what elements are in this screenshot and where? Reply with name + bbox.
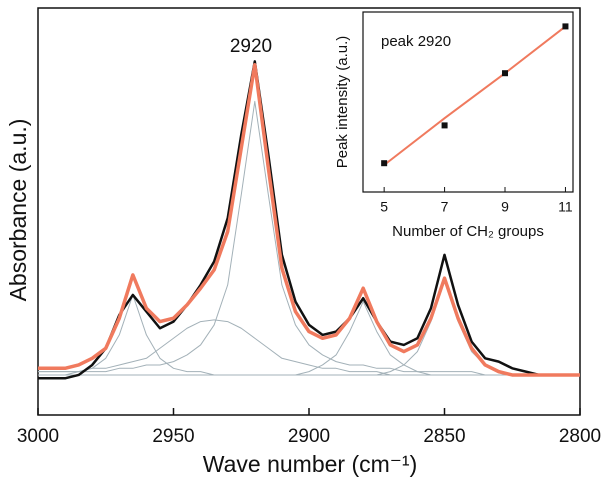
peak-annotation: 2920 — [230, 36, 272, 57]
x-axis-label: Wave number (cm⁻¹) — [203, 451, 417, 477]
inset-title: peak 2920 — [381, 33, 451, 50]
spectrum-line — [38, 60, 580, 380]
inset-x-label: Number of CH₂ groups — [392, 223, 544, 240]
data-point — [441, 122, 448, 129]
x-tick-label: 7 — [441, 199, 449, 215]
x-tick-label: 11 — [558, 199, 573, 215]
inset-plot: 5 7 9 11 — [380, 23, 573, 215]
data-point — [381, 160, 388, 167]
x-tick-label: 2800 — [559, 426, 601, 447]
x-tick-label: 2900 — [288, 426, 330, 447]
main-plot: 3000 2950 2900 2850 2800 — [17, 60, 601, 447]
data-point — [562, 23, 569, 30]
x-tick-label: 5 — [380, 199, 388, 215]
data-point — [502, 70, 509, 77]
inset-y-label: Peak intensity (a.u.) — [334, 36, 351, 169]
x-tick-label: 2850 — [423, 426, 465, 447]
x-tick-label: 2950 — [152, 426, 194, 447]
fit-line — [383, 25, 567, 166]
x-tick-label: 3000 — [17, 426, 59, 447]
x-tick-label: 9 — [501, 199, 509, 215]
spectrum-line — [38, 62, 580, 377]
y-axis-label: Absorbance (a.u.) — [5, 119, 31, 302]
spectrum-line — [38, 319, 580, 376]
